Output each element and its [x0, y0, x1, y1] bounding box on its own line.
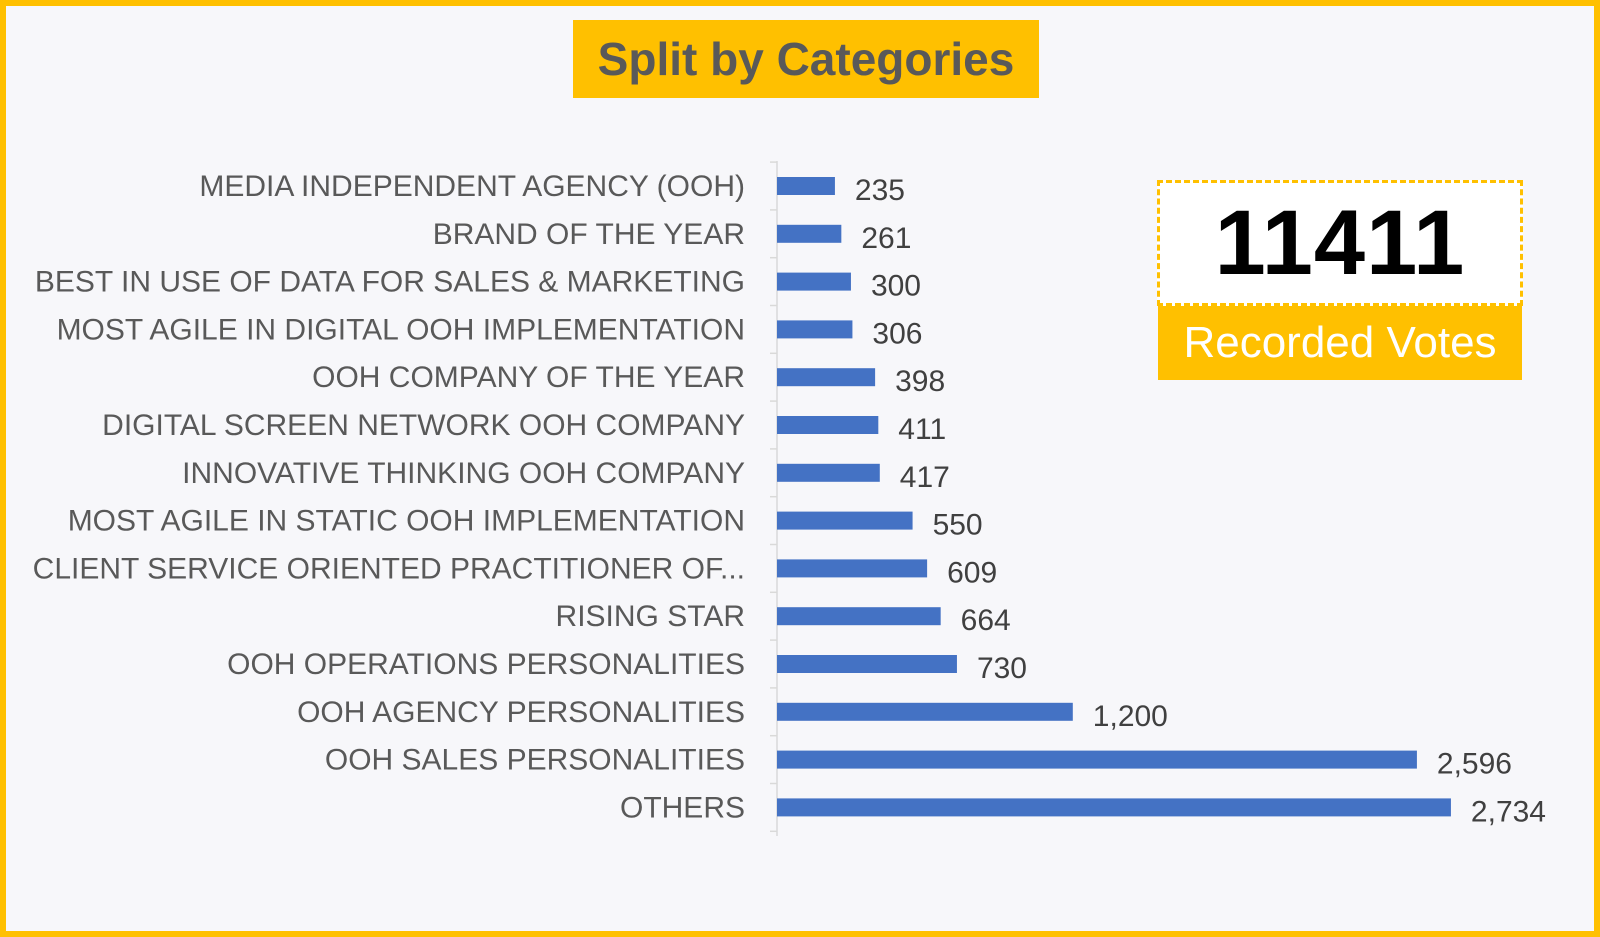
- bar: [777, 224, 842, 243]
- bar: [777, 559, 928, 578]
- bar: [777, 798, 1451, 817]
- category-label: MOST AGILE IN DIGITAL OOH IMPLEMENTATION: [57, 313, 745, 346]
- value-label: 1,200: [1093, 700, 1168, 733]
- category-labels: MEDIA INDEPENDENT AGENCY (OOH) BRAND OF T…: [33, 170, 745, 824]
- category-label: OOH COMPANY OF THE YEAR: [312, 361, 745, 394]
- value-label: 300: [871, 270, 921, 303]
- category-label: MEDIA INDEPENDENT AGENCY (OOH): [199, 170, 745, 203]
- bar: [777, 177, 835, 195]
- value-label: 417: [900, 461, 950, 494]
- value-label: 664: [961, 604, 1011, 637]
- chart-title-box: Split by Categories: [573, 20, 1039, 98]
- category-label: OOH AGENCY PERSONALITIES: [297, 696, 745, 729]
- total-votes-box: 11411: [1157, 180, 1523, 306]
- value-label: 235: [855, 174, 905, 207]
- category-label: BEST IN USE OF DATA FOR SALES & MARKETIN…: [35, 266, 745, 299]
- value-label: 2,596: [1437, 748, 1512, 781]
- bar: [777, 702, 1073, 721]
- value-label: 398: [895, 365, 945, 398]
- value-label: 411: [898, 413, 946, 446]
- bar: [777, 750, 1417, 769]
- chart-title: Split by Categories: [597, 33, 1015, 85]
- total-votes-value: 11411: [1214, 191, 1466, 294]
- bar: [777, 511, 913, 530]
- bar: [777, 320, 853, 339]
- category-label: DIGITAL SCREEN NETWORK OOH COMPANY: [102, 409, 745, 442]
- value-label: 306: [872, 317, 922, 350]
- category-label: INNOVATIVE THINKING OOH COMPANY: [182, 457, 745, 490]
- total-votes-label-box: Recorded Votes: [1158, 306, 1522, 380]
- bar: [777, 416, 879, 434]
- value-label: 609: [947, 556, 997, 589]
- category-label: OOH OPERATIONS PERSONALITIES: [227, 648, 745, 681]
- value-label: 2,734: [1471, 795, 1546, 828]
- value-labels: 235 261 300 306 398 411 417 550 609 664 730 1,200 2,…: [855, 174, 1546, 828]
- bar-chart: MEDIA INDEPENDENT AGENCY (OOH) BRAND OF T…: [33, 161, 1546, 836]
- category-label: OOH SALES PERSONALITIES: [325, 744, 745, 777]
- bar: [777, 655, 957, 673]
- category-label: RISING STAR: [556, 600, 745, 633]
- category-label: MOST AGILE IN STATIC OOH IMPLEMENTATION: [68, 505, 745, 538]
- category-label: CLIENT SERVICE ORIENTED PRACTITIONER OF.…: [33, 552, 745, 585]
- bar: [777, 272, 851, 291]
- bar-series: [777, 177, 1451, 817]
- bar: [777, 607, 941, 626]
- value-label: 261: [861, 222, 911, 255]
- value-label: 550: [933, 509, 983, 542]
- category-label: BRAND OF THE YEAR: [433, 218, 745, 251]
- category-axis-ticks: [770, 161, 777, 833]
- bar: [777, 368, 876, 387]
- bar: [777, 463, 880, 482]
- category-label: OTHERS: [620, 791, 745, 824]
- value-label: 730: [977, 652, 1027, 685]
- total-votes-label: Recorded Votes: [1183, 318, 1497, 367]
